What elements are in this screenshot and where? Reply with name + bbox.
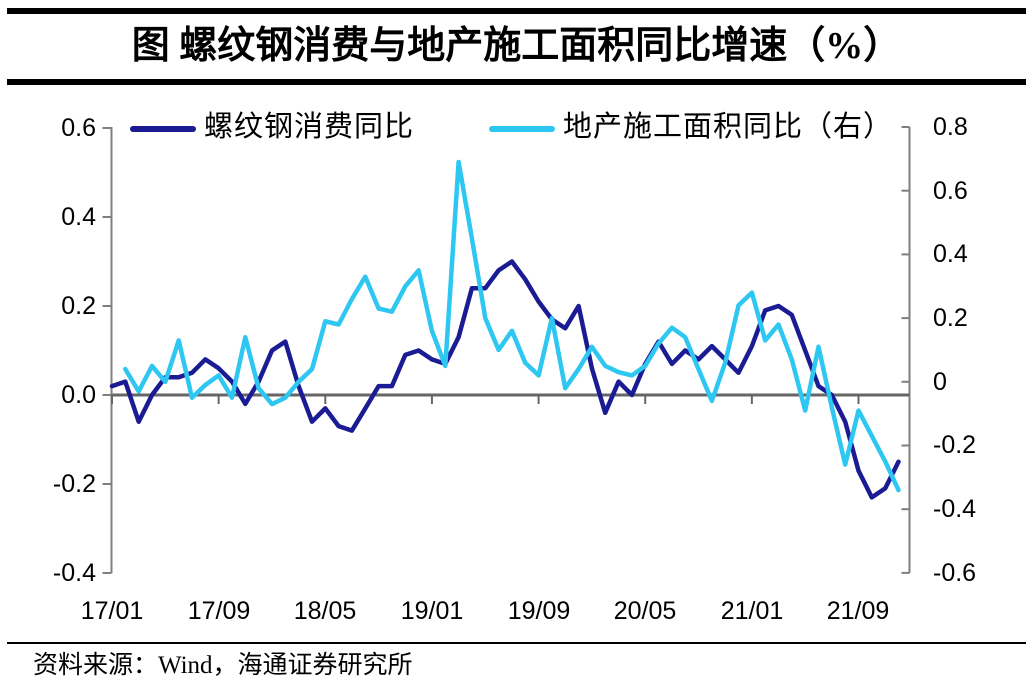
right-axis-tick: -0.2 (933, 431, 977, 459)
x-axis-tick: 21/09 (826, 597, 890, 625)
left-axis-tick: 0.2 (61, 292, 96, 320)
left-axis-tick: 0.4 (61, 203, 96, 231)
series-line-1 (123, 159, 901, 493)
x-axis-tick: 20/05 (613, 597, 677, 625)
chart-title: 图 螺纹钢消费与地产施工面积同比增速（%） (131, 25, 902, 67)
right-axis-tick: 0.2 (933, 304, 968, 332)
legend-label-rebar: 螺纹钢消费同比 (204, 111, 415, 143)
legend-label-construction: 地产施工面积同比（右） (563, 111, 894, 143)
x-axis-tick: 19/01 (400, 597, 464, 625)
right-axis-tick: 0.4 (933, 240, 968, 268)
title-top-rule (7, 8, 1026, 14)
x-axis-tick: 19/09 (507, 597, 571, 625)
right-axis-tick: 0 (933, 368, 947, 396)
left-axis-tick: -0.4 (52, 559, 96, 587)
legend-line-construction (489, 126, 555, 132)
right-axis-tick: 0.6 (933, 177, 968, 205)
source-note: 资料来源：Wind，海通证券研究所 (33, 652, 413, 679)
right-axis-tick: -0.6 (933, 559, 977, 587)
x-axis-tick: 18/05 (293, 597, 357, 625)
left-axis-tick: -0.2 (52, 470, 96, 498)
right-axis-tick: 0.8 (933, 113, 968, 141)
left-axis-tick: 0.0 (61, 381, 96, 409)
legend-line-rebar (130, 126, 196, 132)
x-axis-tick: 17/01 (80, 597, 144, 625)
x-axis-tick: 21/01 (720, 597, 784, 625)
right-axis-tick: -0.4 (933, 495, 977, 523)
series-line-0 (109, 259, 901, 500)
footer-rule (7, 642, 1026, 644)
left-axis-tick: 0.6 (61, 114, 96, 142)
x-axis-tick: 17/09 (187, 597, 251, 625)
title-bottom-rule (7, 79, 1026, 85)
